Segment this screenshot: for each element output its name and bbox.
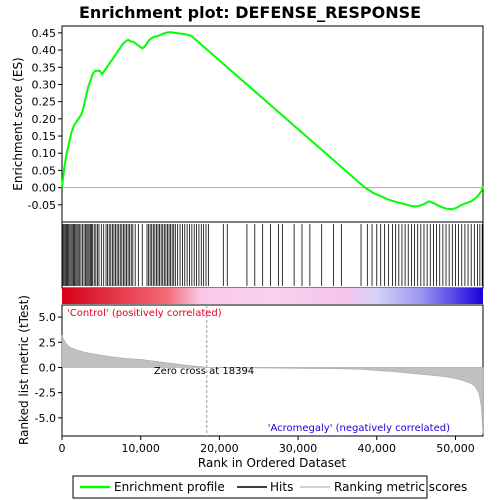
es-panel: -0.05 0.00 0.05 0.10 0.15 0.20 0.25 0.30 0.35 0.4… <box>28 27 484 212</box>
x-axis-label: Rank in Ordered Dataset <box>198 456 346 470</box>
x-tick-label: 40,000 <box>358 442 397 455</box>
es-ytick-label: 0.15 <box>32 130 57 143</box>
legend-label-ranking: Ranking metric scores <box>334 480 467 494</box>
hits-panel-frame <box>61 221 484 289</box>
enrichment-profile-line <box>61 31 484 211</box>
es-ytick-label: 0.00 <box>32 182 57 195</box>
negative-class-label: 'Acromegaly' (negatively correlated) <box>268 423 450 434</box>
es-axis-label: Enrichment score (ES) <box>11 57 25 190</box>
es-ytick-label: 0.35 <box>32 61 57 74</box>
chart-title: Enrichment plot: DEFENSE_RESPONSE <box>79 3 421 22</box>
x-tick-label: 10,000 <box>121 442 160 455</box>
ranked-ytick-label: 5.0 <box>39 311 57 324</box>
es-ytick-label: 0.40 <box>32 44 57 57</box>
es-ytick-label: 0.20 <box>32 113 57 126</box>
es-ytick-label: -0.05 <box>28 199 56 212</box>
zero-cross-label: Zero cross at 18394 <box>154 366 254 377</box>
x-tick-label: 50,000 <box>436 442 475 455</box>
es-ytick-label: 0.45 <box>32 27 57 40</box>
es-ytick-label: 0.25 <box>32 96 57 109</box>
positive-class-label: 'Control' (positively correlated) <box>67 308 222 319</box>
x-tick-label: 0 <box>59 442 66 455</box>
es-ytick-label: 0.10 <box>32 147 57 160</box>
ranked-ytick-label: 2.5 <box>39 336 57 349</box>
ranked-panel: -5.0 -2.5 0.0 2.5 5.0 0 10,000 20,000 30,000 40,0… <box>35 305 484 455</box>
ranked-ytick-label: -5.0 <box>35 412 56 425</box>
legend-label-enrichment: Enrichment profile <box>114 480 225 494</box>
es-ytick-label: 0.05 <box>32 164 57 177</box>
ranked-ytick-label: -2.5 <box>35 387 56 400</box>
x-tick-label: 30,000 <box>279 442 318 455</box>
legend-label-hits: Hits <box>270 480 293 494</box>
ranking-metric-area <box>61 335 484 434</box>
es-ytick-label: 0.30 <box>32 78 57 91</box>
ranked-ytick-label: 0.0 <box>39 361 57 374</box>
x-tick-label: 20,000 <box>200 442 239 455</box>
rank-color-bar <box>62 288 483 304</box>
es-panel-frame <box>61 25 484 223</box>
hits-panel <box>61 224 483 304</box>
ranked-axis-label: Ranked list metric (tTest) <box>17 295 31 445</box>
